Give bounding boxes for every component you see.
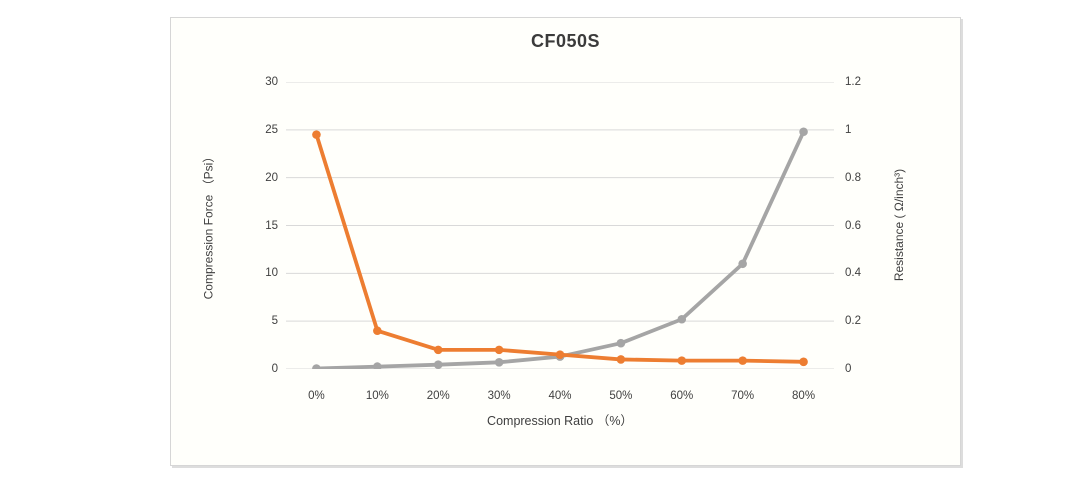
- data-point: [494, 358, 504, 367]
- data-point: [494, 345, 504, 355]
- right-axis-tick-label: 1.2: [845, 76, 861, 88]
- data-point: [799, 357, 808, 367]
- left-axis-tick-label: 30: [265, 76, 278, 88]
- x-axis-tick-label: 50%: [609, 390, 633, 402]
- left-axis-tick-label: 10: [265, 267, 278, 280]
- left-axis-tick-label: 20: [265, 171, 278, 184]
- x-axis-tick-label: 60%: [670, 390, 694, 402]
- data-point: [433, 360, 443, 369]
- right-axis-tick-label: 0: [845, 363, 852, 375]
- data-point: [373, 362, 382, 369]
- x-axis-tick-label: 80%: [792, 390, 816, 402]
- left-axis-tick-label: 25: [265, 123, 278, 136]
- x-axis-tick-label: 20%: [426, 390, 450, 402]
- right-axis-tick-label: 0.8: [845, 171, 861, 184]
- x-axis-tick-label: 0%: [308, 390, 325, 402]
- data-point: [677, 356, 687, 365]
- right-axis-tick-label: 1: [845, 123, 852, 136]
- x-axis-tick-label: 10%: [365, 390, 389, 402]
- data-point: [616, 355, 626, 364]
- right-axis-tick-label: 0.2: [845, 315, 861, 328]
- x-axis-tick-label: 40%: [548, 390, 572, 402]
- chart-frame: CF050S Compression Force （Psi） Resistanc…: [170, 17, 961, 466]
- plot-area: [286, 82, 834, 369]
- data-point: [433, 345, 443, 355]
- data-point: [312, 364, 321, 369]
- data-point: [312, 130, 321, 139]
- left-axis-tick-label: 5: [271, 315, 278, 328]
- chart-title: CF050S: [530, 31, 601, 51]
- data-point: [677, 314, 687, 324]
- right-axis-tick-label: 0.6: [845, 219, 861, 232]
- x-axis-title: Compression Ratio （%）: [487, 414, 633, 428]
- data-point: [616, 338, 626, 348]
- series-line-resistance: [314, 132, 806, 364]
- data-point: [373, 326, 382, 336]
- left-axis-title: Compression Force （Psi）: [201, 150, 216, 300]
- data-point: [738, 259, 747, 269]
- data-point: [799, 127, 808, 137]
- left-axis-tick-label: 15: [265, 219, 278, 232]
- data-point: [738, 356, 747, 365]
- x-axis-tick-label: 70%: [731, 390, 755, 402]
- right-axis-tick-label: 0.4: [845, 267, 861, 280]
- left-axis-tick-label: 0: [271, 363, 278, 375]
- data-point: [555, 350, 565, 359]
- x-axis-tick-label: 30%: [487, 390, 511, 402]
- right-axis-title: Resistance ( Ω/inch³): [892, 168, 906, 282]
